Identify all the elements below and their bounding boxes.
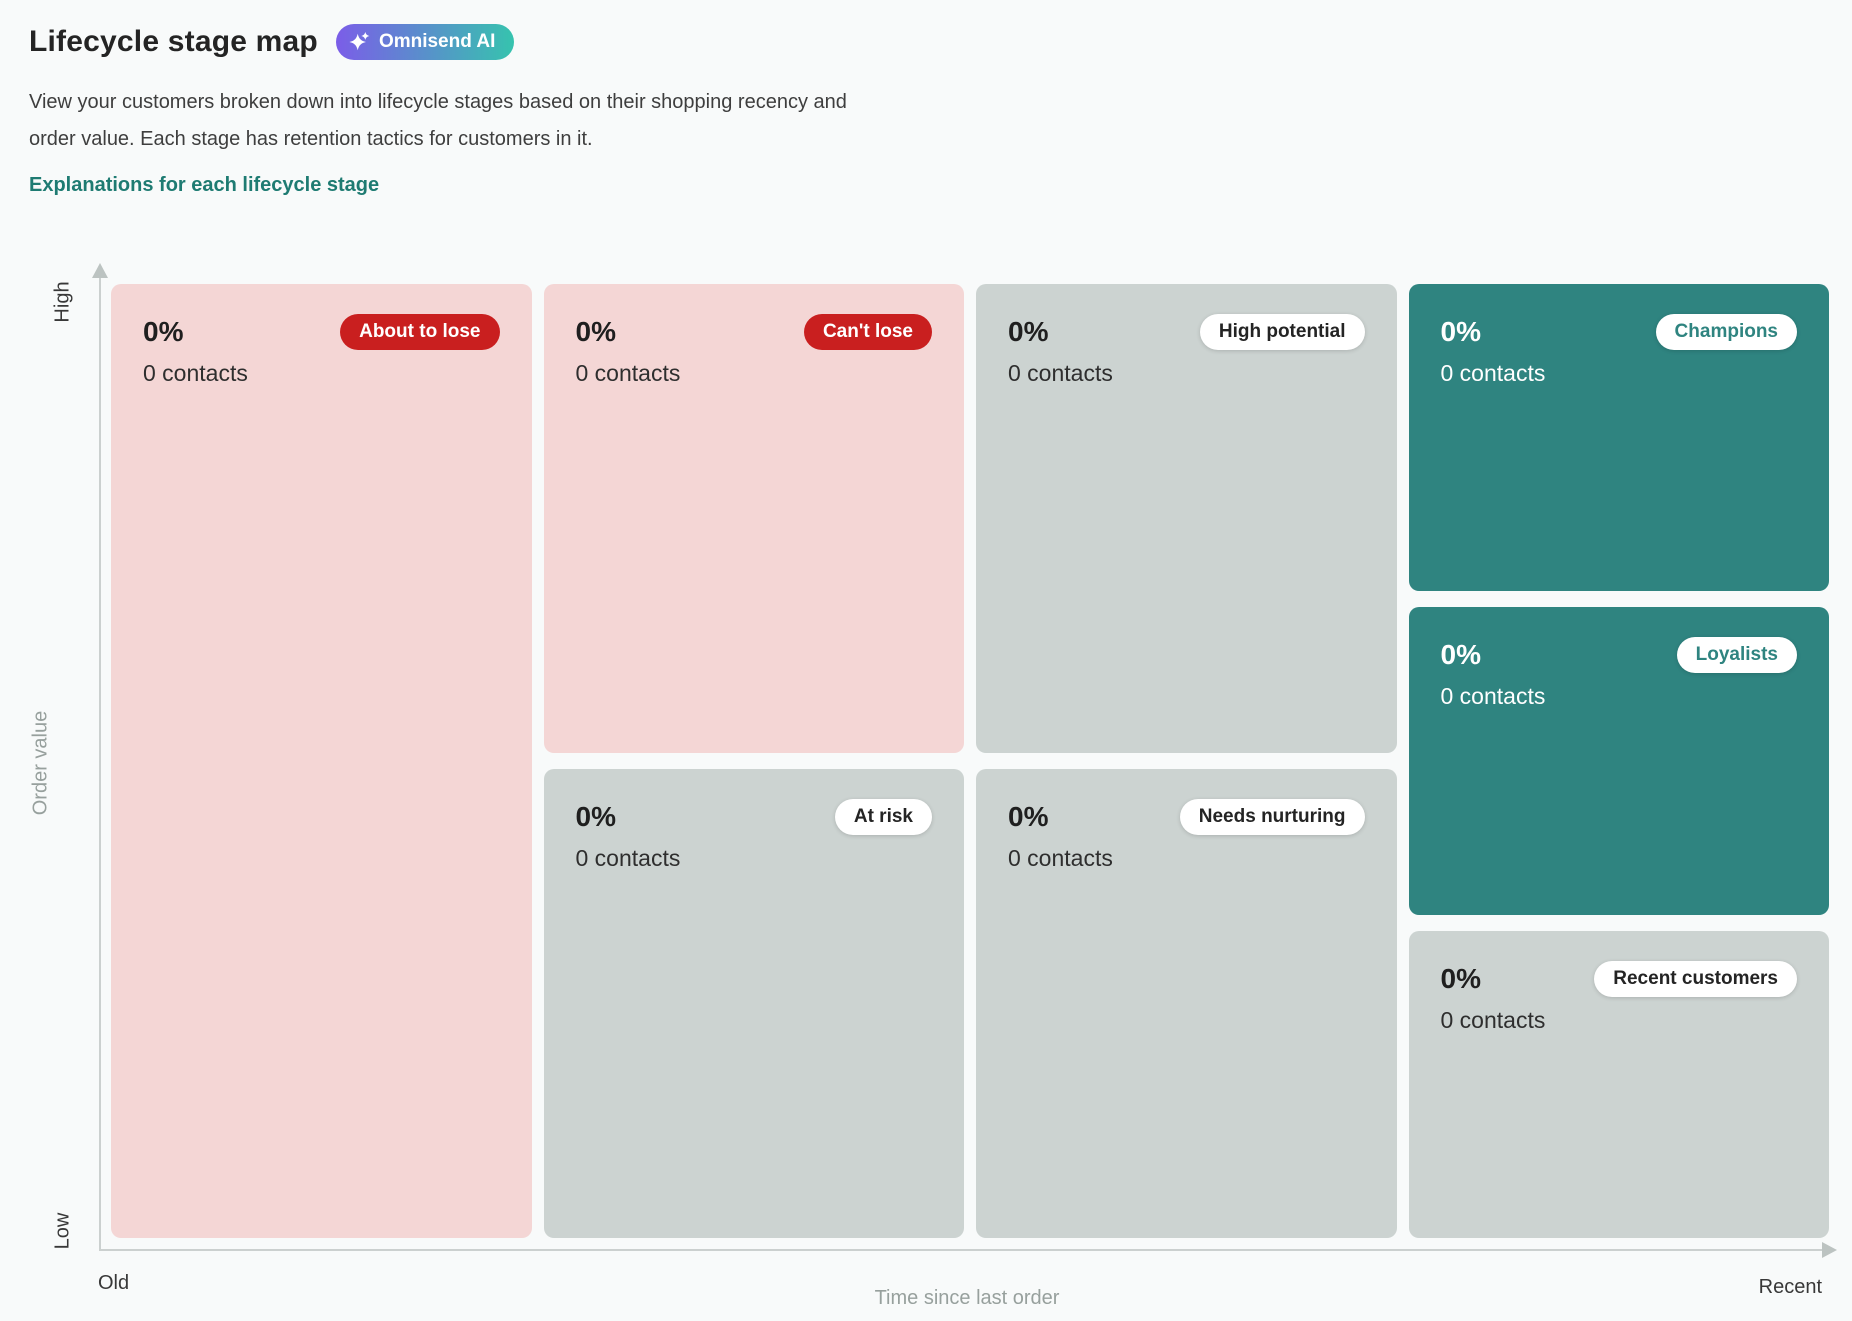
stage-badge-at-risk: At risk <box>834 799 932 835</box>
stage-badge-high-potential: High potential <box>1199 314 1365 350</box>
description-line-1: View your customers broken down into lif… <box>29 91 847 113</box>
stage-percent: 0% <box>1440 962 1481 994</box>
omnisend-ai-badge: Omnisend AI <box>335 24 515 60</box>
sparkle-icon <box>349 31 371 53</box>
stage-card-loyalists[interactable]: 0% 0 contacts Loyalists <box>1408 607 1829 915</box>
stage-column-2: 0% 0 contacts Can't lose 0% 0 contacts A… <box>543 284 964 1238</box>
stage-contacts: 0 contacts <box>575 360 681 386</box>
stage-contacts: 0 contacts <box>1440 360 1546 386</box>
x-axis-title: Time since last order <box>874 1287 1060 1309</box>
stage-percent: 0% <box>1008 801 1049 832</box>
stage-column-4: 0% 0 contacts Champions 0% 0 contacts Lo… <box>1408 284 1829 1238</box>
stage-card-needs-nurturing[interactable]: 0% 0 contacts Needs nurturing <box>976 769 1397 1238</box>
x-axis-line <box>99 1249 1823 1251</box>
stage-column-1: 0% 0 contacts About to lose <box>111 284 532 1238</box>
stage-badge-needs-nurturing: Needs nurturing <box>1179 799 1365 835</box>
page-description: View your customers broken down into lif… <box>29 84 847 158</box>
y-axis-low-label: Low <box>51 1212 74 1250</box>
stage-badge-recent-customers: Recent customers <box>1594 960 1797 997</box>
omnisend-ai-badge-label: Omnisend AI <box>378 31 496 52</box>
description-line-2: order value. Each stage has retention ta… <box>29 128 593 150</box>
stage-card-about-to-lose[interactable]: 0% 0 contacts About to lose <box>111 284 532 1238</box>
stage-contacts: 0 contacts <box>143 360 248 386</box>
stage-contacts: 0 contacts <box>1008 360 1113 386</box>
stage-percent: 0% <box>1008 316 1049 347</box>
stage-badge-loyalists: Loyalists <box>1676 637 1797 674</box>
stage-card-at-risk[interactable]: 0% 0 contacts At risk <box>543 769 964 1238</box>
stage-contacts: 0 contacts <box>1440 683 1546 710</box>
lifecycle-stage-map: 0% 0 contacts About to lose 0% 0 contact… <box>111 284 1829 1238</box>
stage-percent: 0% <box>1440 639 1481 671</box>
stage-contacts: 0 contacts <box>1440 1006 1546 1033</box>
y-axis-line <box>99 278 101 1250</box>
x-axis-arrow-icon <box>1822 1242 1837 1258</box>
stage-badge-about-to-lose: About to lose <box>340 314 500 350</box>
x-axis-old-label: Old <box>98 1272 130 1294</box>
explanations-link[interactable]: Explanations for each lifecycle stage <box>29 174 380 196</box>
stage-percent: 0% <box>575 801 616 832</box>
y-axis-title: Order value <box>29 710 52 816</box>
stage-card-champions[interactable]: 0% 0 contacts Champions <box>1408 284 1829 592</box>
stage-contacts: 0 contacts <box>1008 845 1113 871</box>
y-axis-arrow-icon <box>92 263 108 278</box>
y-axis-high-label: High <box>51 281 74 323</box>
stage-badge-champions: Champions <box>1655 314 1797 350</box>
stage-percent: 0% <box>1440 316 1481 347</box>
page-header: Lifecycle stage map Omnisend AI View you… <box>29 24 847 197</box>
stage-percent: 0% <box>575 316 616 347</box>
title-row: Lifecycle stage map Omnisend AI <box>29 24 847 60</box>
stage-badge-cant-lose: Can't lose <box>803 314 932 350</box>
stage-card-recent-customers[interactable]: 0% 0 contacts Recent customers <box>1408 930 1829 1238</box>
stage-column-3: 0% 0 contacts High potential 0% 0 contac… <box>976 284 1397 1238</box>
stage-card-cant-lose[interactable]: 0% 0 contacts Can't lose <box>543 284 964 753</box>
stage-contacts: 0 contacts <box>575 845 681 871</box>
stage-card-high-potential[interactable]: 0% 0 contacts High potential <box>976 284 1397 753</box>
page-title: Lifecycle stage map <box>29 25 318 58</box>
x-axis-recent-label: Recent <box>1758 1276 1822 1298</box>
stage-percent: 0% <box>143 316 184 347</box>
